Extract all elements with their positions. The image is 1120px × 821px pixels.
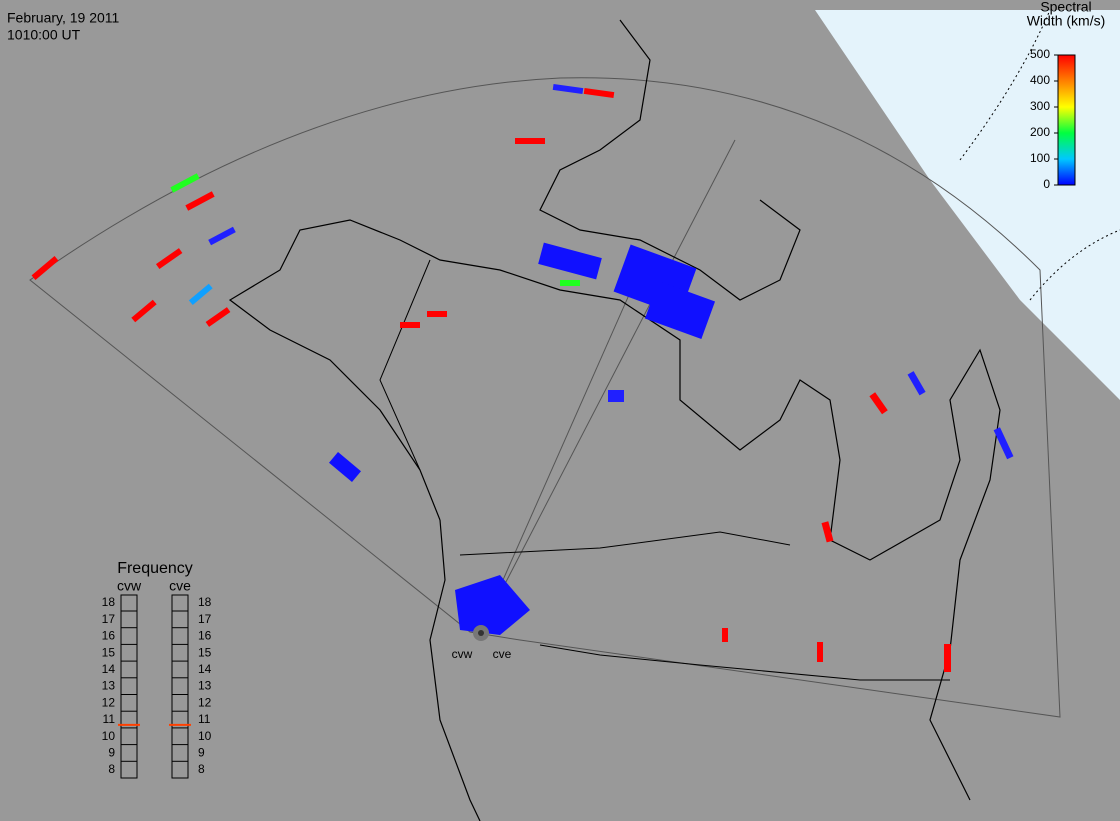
cell — [188, 283, 213, 306]
cell — [560, 280, 580, 286]
frequency-tick-label: 14 — [102, 662, 116, 676]
cell — [817, 642, 823, 662]
scale-tick-label: 100 — [1030, 151, 1050, 165]
frequency-tick-label: 13 — [198, 679, 212, 693]
beam-line — [479, 269, 641, 633]
radar-label: cve — [493, 647, 512, 661]
scale-tick-label: 0 — [1043, 177, 1050, 191]
scale-tick-label: 400 — [1030, 73, 1050, 87]
frequency-tick-label: 9 — [198, 745, 205, 759]
frequency-tick-label: 18 — [102, 595, 116, 609]
cell — [185, 191, 215, 211]
frequency-tick-label: 13 — [102, 679, 116, 693]
color-bar — [1057, 54, 1076, 186]
frequency-tick-label: 17 — [102, 612, 116, 626]
cell — [170, 173, 200, 193]
date: February, 19 2011 — [7, 10, 120, 26]
coastline — [429, 519, 481, 821]
time: 1010:00 UT — [7, 27, 81, 43]
scatter-cells — [31, 83, 1014, 672]
scale-title: Width (km/s) — [1027, 13, 1106, 29]
beam-line — [479, 139, 736, 633]
daylight-region — [815, 10, 1120, 400]
frequency-tick-label: 12 — [198, 695, 212, 709]
cell — [644, 280, 716, 340]
cell — [205, 307, 231, 327]
frequency-tick-label: 12 — [102, 695, 116, 709]
cell — [722, 628, 728, 642]
frequency-title: Frequency — [117, 560, 193, 577]
cell — [131, 299, 157, 323]
cell — [821, 521, 834, 543]
scale-title: Spectral — [1040, 0, 1091, 15]
lat-circle — [1029, 229, 1120, 301]
frequency-tick-label: 11 — [198, 712, 211, 726]
fov-outline — [29, 77, 1061, 718]
cell — [608, 390, 624, 402]
frequency-tick-label: 10 — [102, 729, 116, 743]
frequency-tick-label: 18 — [198, 595, 212, 609]
frequency-tick-label: 16 — [102, 629, 116, 643]
cell — [993, 427, 1014, 460]
frequency-tick-label: 17 — [198, 612, 212, 626]
cell — [907, 371, 926, 396]
frequency-tick-label: 8 — [198, 762, 205, 776]
cell — [869, 392, 888, 415]
scale-tick-label: 500 — [1030, 47, 1050, 61]
cell — [329, 451, 361, 483]
frequency-tick-label: 14 — [198, 662, 212, 676]
lat-circle — [959, 9, 1051, 161]
radar-site — [478, 630, 484, 636]
cell — [455, 575, 530, 635]
cell — [944, 644, 951, 672]
coastline — [539, 19, 801, 301]
coastline — [228, 219, 1001, 801]
radar-label: cvw — [452, 647, 473, 661]
cell — [208, 226, 236, 246]
scale-tick-label: 200 — [1030, 125, 1050, 139]
cell — [515, 138, 545, 144]
scale-tick-label: 300 — [1030, 99, 1050, 113]
cell — [400, 322, 420, 328]
cell — [155, 248, 183, 270]
cell — [583, 87, 615, 99]
frequency-tick-label: 10 — [198, 729, 212, 743]
border — [379, 259, 431, 471]
border — [459, 531, 791, 556]
frequency-tick-label: 9 — [108, 745, 115, 759]
radar-name: cve — [169, 578, 191, 594]
frequency-tick-label: 16 — [198, 629, 212, 643]
frequency-tick-label: 8 — [108, 762, 115, 776]
cell — [31, 256, 59, 280]
border — [539, 644, 950, 681]
cell — [427, 311, 447, 317]
radar-name: cvw — [117, 578, 142, 594]
cell — [538, 242, 602, 280]
frequency-tick-label: 11 — [103, 712, 116, 726]
frequency-tick-label: 15 — [102, 645, 116, 659]
cell — [552, 83, 584, 95]
frequency-tick-label: 15 — [198, 645, 212, 659]
